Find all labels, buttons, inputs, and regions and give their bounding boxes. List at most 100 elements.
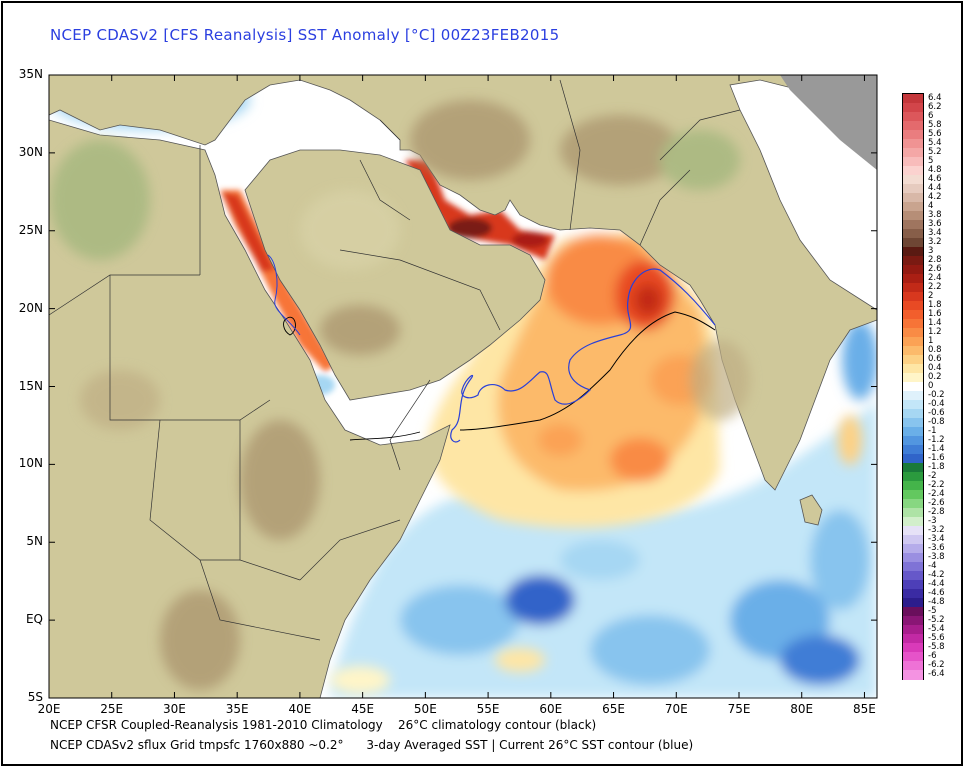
lon-tick-label: 75E [727,702,751,716]
colorbar-swatch [903,130,923,140]
colorbar-label: -3.2 [928,525,945,535]
colorbar-label: 4.2 [928,192,942,202]
colorbar-label: 1.2 [928,327,942,337]
colorbar-swatch [903,193,923,203]
colorbar-swatch [903,121,923,131]
colorbar-swatch [903,184,923,194]
climatology-26c-contour-redsea [283,316,421,441]
colorbar-swatch [903,373,923,383]
colorbar-label: 2.8 [928,255,942,265]
colorbar-swatch [903,445,923,455]
colorbar-swatch [903,364,923,374]
colorbar-label: 2.2 [928,282,942,292]
colorbar-label: 6.4 [928,93,942,103]
footnote-source: NCEP CDASv2 sflux Grid tmpsfc 1760x880 ~… [50,738,694,752]
persian-gulf-anomaly [405,160,555,260]
colorbar-swatch [903,652,923,662]
colorbar-swatch [903,220,923,230]
colorbar-label: 0.6 [928,354,942,364]
colorbar-label: 1 [928,336,934,346]
colorbar-swatch [903,337,923,347]
axis-ticks [48,74,877,699]
lon-tick-label: 70E [664,702,688,716]
colorbar-swatch [903,310,923,320]
lon-tick-label: 35E [225,702,249,716]
colorbar-label: -2.6 [928,498,945,508]
colorbar-label: -0.2 [928,390,945,400]
colorbar-label: -3.8 [928,552,945,562]
colorbar-label: 6.2 [928,102,942,112]
colorbar-label: -1.2 [928,435,945,445]
lat-tick-label: 25N [18,222,43,237]
colorbar-swatch [903,481,923,491]
colorbar-label: -3 [928,516,937,526]
lat-tick-label: 35N [18,67,43,81]
colorbar-label: 2.4 [928,273,942,283]
colorbar-swatch [903,301,923,311]
colorbar-label: -4.6 [928,588,945,598]
colorbar-swatch [903,598,923,608]
colorbar-swatch [903,616,923,626]
colorbar-swatch [903,544,923,554]
lat-tick-label: 30N [18,144,43,159]
colorbar-swatch [903,589,923,599]
lon-tick-label: 30E [163,702,186,716]
colorbar-label: -1 [928,426,937,436]
colorbar-label: 0.4 [928,363,942,373]
colorbar-label: -1.8 [928,462,945,472]
colorbar-swatch [903,112,923,122]
colorbar-label: 1.4 [928,318,942,328]
colorbar-swatch [903,211,923,221]
colorbar-swatch [903,256,923,266]
colorbar-swatch [903,157,923,167]
colorbar-label: 5.6 [928,129,942,139]
lat-tick-label: 10N [18,456,43,471]
colorbar-swatch [903,472,923,482]
colorbar-label: 2 [928,291,934,301]
arabian-sea-warm-anomaly [428,230,720,528]
colorbar-swatch [903,103,923,113]
lon-tick-label: 85E [853,702,876,716]
colorbar-swatch [903,400,923,410]
colorbar-label: 4.6 [928,174,942,184]
colorbar-label: 5.2 [928,147,942,157]
current-26c-contour-redsea [267,254,301,336]
colorbar-swatch [903,175,923,185]
current-26c-contour [450,268,716,443]
lon-tick-label: 20E [37,702,61,716]
colorbar-swatch [903,382,923,392]
colorbar-swatch [903,562,923,572]
colorbar-label: -2.4 [928,489,945,499]
colorbar-swatch [903,526,923,536]
lat-tick-label: 20N [18,300,43,315]
colorbar-label: 4 [928,201,934,211]
lon-tick-label: 55E [476,702,500,716]
lon-tick-label: 45E [351,702,375,716]
colorbar-swatch [903,643,923,653]
colorbar-label: -3.4 [928,534,945,544]
colorbar-label: -0.6 [928,408,945,418]
colorbar-swatch [903,346,923,356]
colorbar-swatch [903,499,923,509]
colorbar-label: 3.6 [928,219,942,229]
colorbar-label: -5.6 [928,633,945,643]
colorbar-swatch [903,418,923,428]
colorbar-label: 3.2 [928,237,942,247]
colorbar-label: -3.6 [928,543,945,553]
colorbar-swatch [903,427,923,437]
lat-tick-label: 5S [27,690,43,704]
colorbar-label: -0.8 [928,417,945,427]
colorbar-label: -4 [928,561,937,571]
colorbar-label: -4.4 [928,579,945,589]
colorbar-label: 6 [928,111,934,121]
no-data-region [780,75,877,170]
colorbar-label: -6.2 [928,660,945,670]
page-title: NCEP CDASv2 [CFS Reanalysis] SST Anomaly… [50,26,560,44]
colorbar-label: -1.6 [928,453,945,463]
colorbar-label: -6.4 [928,669,945,679]
colorbar-swatch [903,508,923,518]
colorbar-swatch [903,94,923,104]
colorbar-label: 4.8 [928,165,942,175]
colorbar-swatch [903,553,923,563]
